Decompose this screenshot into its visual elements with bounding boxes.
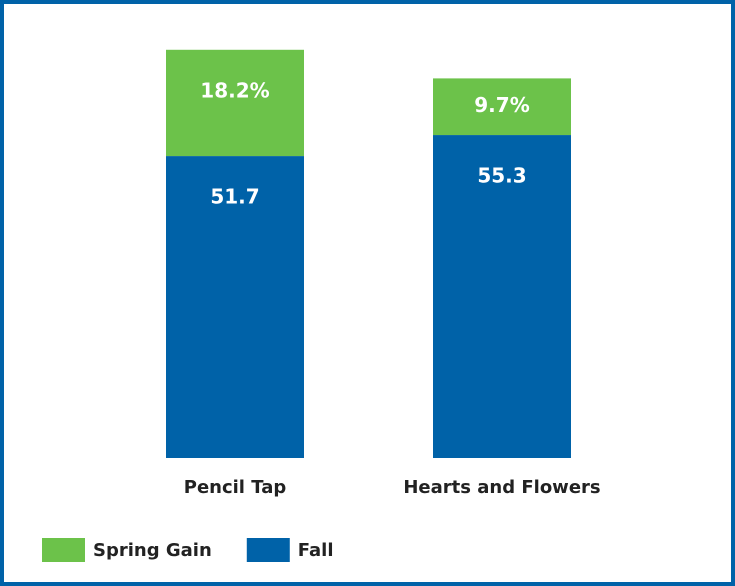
bar-segment	[166, 49, 304, 157]
legend-swatch	[42, 538, 85, 562]
x-tick-label: Pencil Tap	[184, 477, 287, 498]
x-tick-label: Hearts and Flowers	[403, 477, 600, 498]
bar-segment	[433, 135, 571, 458]
data-label: 9.7%	[474, 93, 529, 117]
legend-label: Spring Gain	[93, 540, 212, 561]
bar-segment	[433, 78, 571, 136]
data-label: 51.7	[210, 185, 259, 209]
legend-swatch	[246, 538, 290, 562]
legend-label: Fall	[298, 540, 334, 561]
bar-segment	[166, 156, 304, 458]
data-label: 55.3	[477, 164, 526, 188]
data-label: 18.2%	[200, 78, 269, 102]
